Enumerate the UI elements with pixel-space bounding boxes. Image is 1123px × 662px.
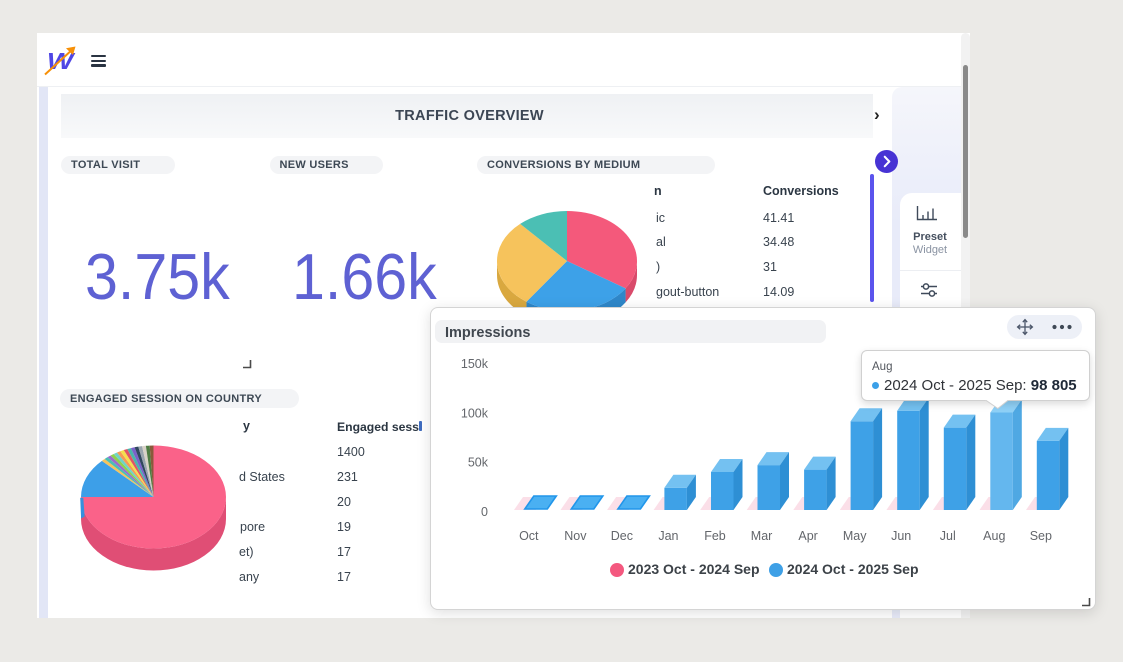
svg-text:100k: 100k <box>461 406 489 420</box>
svg-text:Jun: Jun <box>891 529 911 543</box>
svg-text:150k: 150k <box>461 357 489 371</box>
svg-text:Feb: Feb <box>704 529 726 543</box>
svg-text:Jan: Jan <box>658 529 678 543</box>
svg-text:Dec: Dec <box>611 529 633 543</box>
svg-text:Jul: Jul <box>940 529 956 543</box>
svg-text:Aug: Aug <box>983 529 1005 543</box>
svg-text:May: May <box>843 529 867 543</box>
svg-text:0: 0 <box>481 505 488 519</box>
svg-text:Mar: Mar <box>751 529 773 543</box>
svg-text:Sep: Sep <box>1030 529 1052 543</box>
svg-text:Oct: Oct <box>519 529 539 543</box>
svg-text:Apr: Apr <box>798 529 817 543</box>
svg-text:50k: 50k <box>468 456 489 470</box>
svg-text:Nov: Nov <box>564 529 587 543</box>
